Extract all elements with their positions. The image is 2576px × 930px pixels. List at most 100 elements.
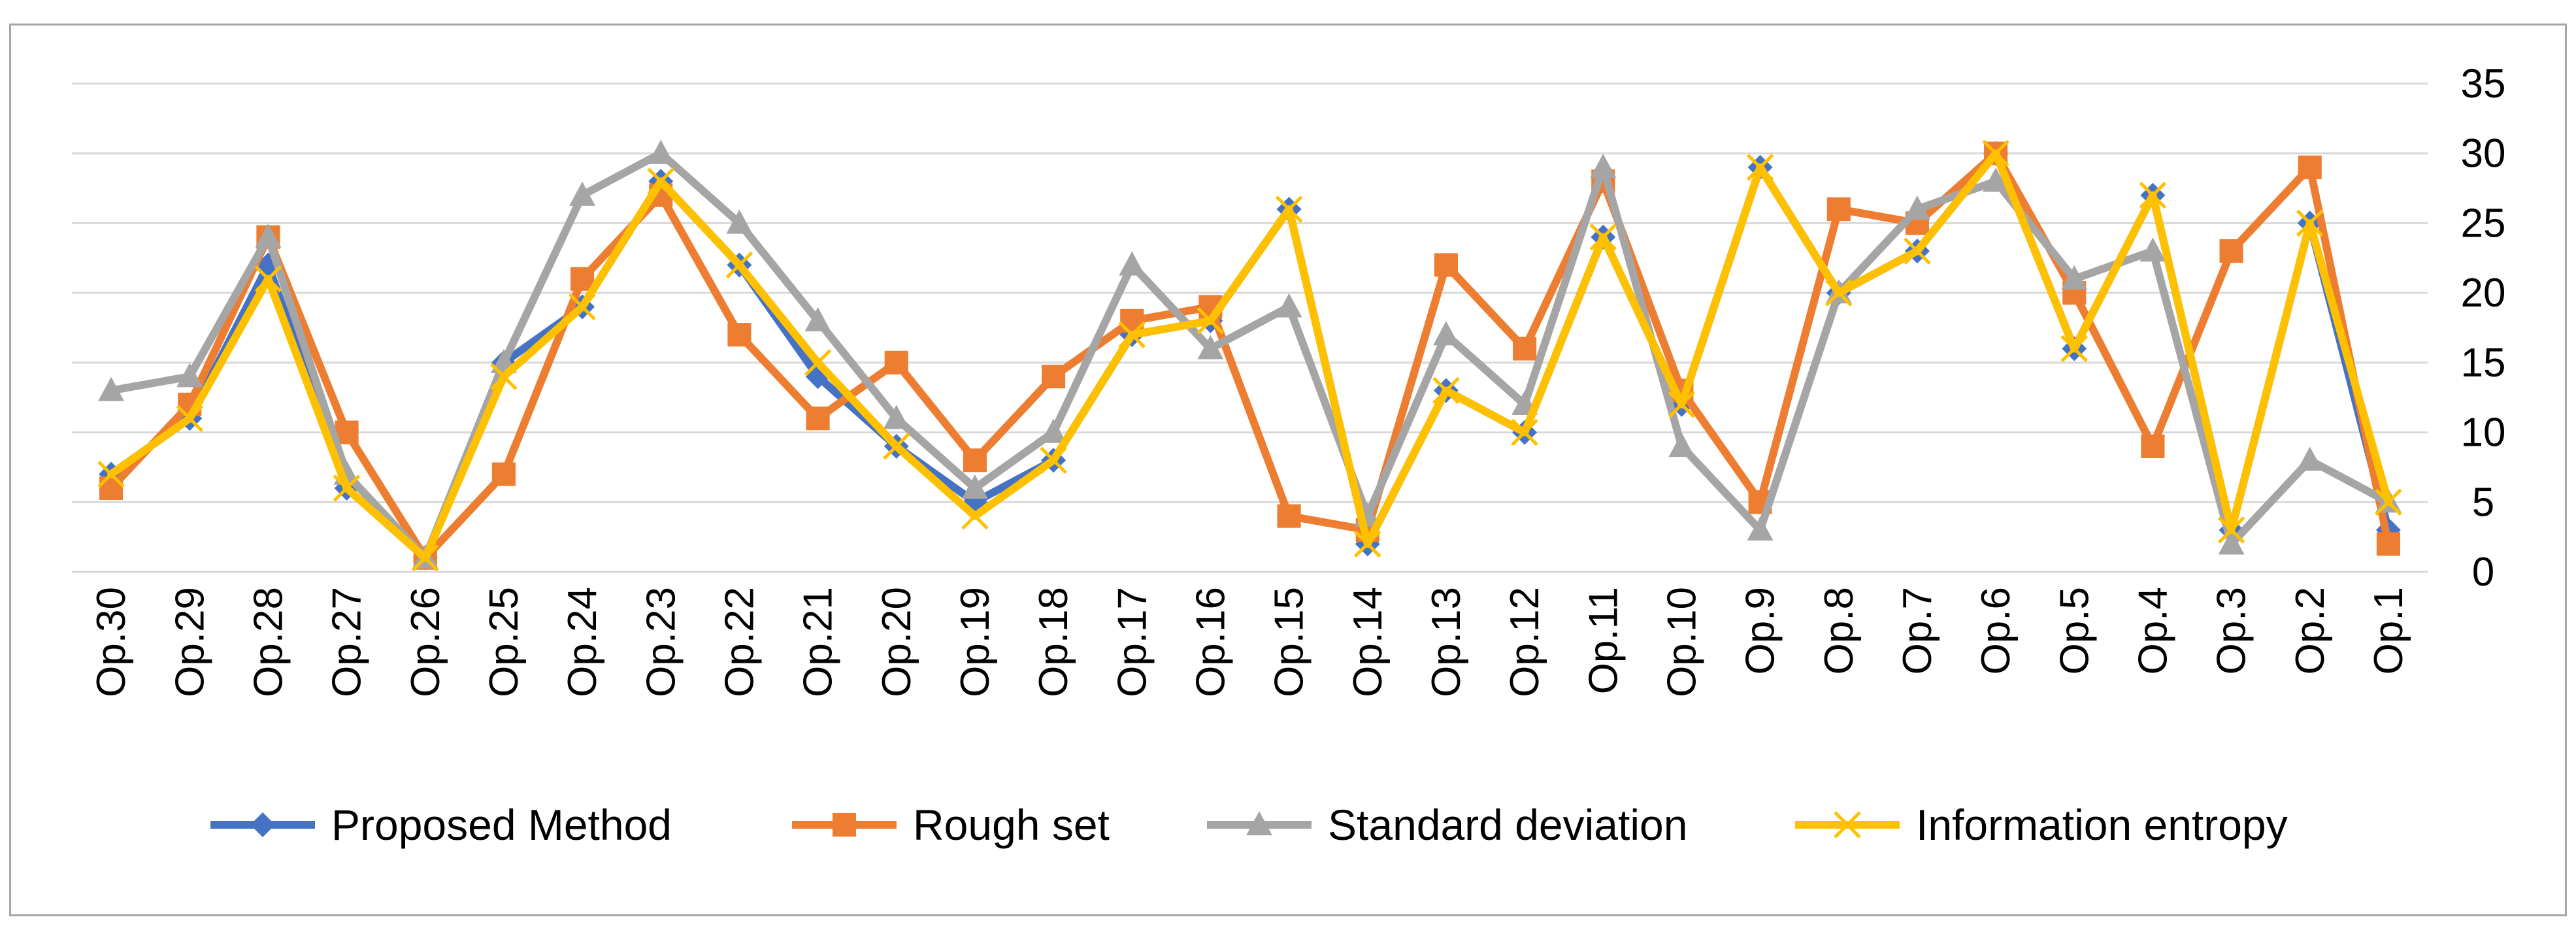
data-point-standard-deviation	[1983, 167, 2009, 192]
data-point-information-entropy	[254, 265, 282, 293]
x-tick-label: Op.11	[1581, 587, 1626, 694]
data-point-information-entropy	[1904, 237, 1931, 265]
data-point-information-entropy	[2060, 335, 2089, 363]
data-point-rough-set	[963, 448, 987, 473]
legend-marker	[1246, 811, 1272, 836]
data-point-standard-deviation	[1904, 195, 1930, 220]
data-point-rough-set	[2141, 434, 2165, 458]
data-point-standard-deviation	[1276, 293, 1302, 318]
legend-item-rough-set: Rough set	[792, 801, 1110, 849]
data-point-information-entropy	[2139, 181, 2167, 209]
series-group	[97, 139, 2402, 572]
data-point-standard-deviation	[176, 363, 203, 388]
x-tick-label: Op.17	[1110, 587, 1155, 697]
data-point-rough-set	[806, 407, 830, 431]
y-tick-label: 0	[2472, 550, 2494, 595]
data-point-information-entropy	[490, 363, 518, 390]
legend-label: Standard deviation	[1328, 801, 1687, 849]
series-information-entropy	[97, 139, 2402, 572]
x-tick-label: Op.22	[717, 587, 762, 697]
data-point-information-entropy	[1982, 139, 2009, 167]
data-point-rough-set	[491, 462, 516, 486]
data-point-rough-set	[1277, 504, 1301, 528]
x-tick-label: Op.7	[1895, 587, 1940, 674]
x-tick-label: Op.18	[1031, 587, 1076, 697]
data-point-standard-deviation	[1747, 516, 1774, 541]
data-point-information-entropy	[1118, 321, 1146, 348]
data-point-information-entropy	[2375, 488, 2402, 516]
chart-frame	[9, 24, 2567, 916]
x-tick-label: Op.2	[2288, 587, 2333, 674]
data-point-rough-set	[1042, 365, 1066, 389]
data-point-standard-deviation	[804, 307, 831, 331]
data-point-information-entropy	[411, 544, 439, 572]
legend-label: Proposed Method	[331, 801, 672, 849]
data-point-information-entropy	[804, 349, 832, 376]
y-tick-label: 30	[2461, 131, 2506, 176]
series-standard-deviation	[98, 139, 2402, 569]
data-point-information-entropy	[176, 405, 204, 432]
data-point-information-entropy	[1040, 446, 1067, 474]
x-tick-label: Op.15	[1267, 587, 1312, 697]
x-tick-label: Op.29	[167, 587, 212, 697]
data-point-information-entropy	[1746, 154, 1774, 181]
data-point-standard-deviation	[1040, 418, 1067, 443]
data-point-rough-set	[2376, 532, 2400, 556]
y-tick-label: 35	[2461, 61, 2506, 107]
data-point-information-entropy	[2296, 209, 2324, 237]
data-point-rough-set	[727, 323, 751, 347]
data-point-information-entropy	[1197, 307, 1225, 335]
data-point-standard-deviation	[255, 223, 282, 248]
data-point-standard-deviation	[98, 376, 125, 401]
data-point-information-entropy	[97, 460, 125, 488]
data-point-standard-deviation	[2218, 530, 2245, 555]
data-point-standard-deviation	[1590, 154, 1617, 178]
data-point-rough-set	[1120, 308, 1144, 333]
x-tick-label: Op.12	[1502, 587, 1547, 697]
data-point-rough-set	[884, 350, 908, 374]
legend-label: Information entropy	[1916, 801, 2288, 849]
data-point-information-entropy	[569, 293, 596, 321]
data-point-rough-set	[2298, 156, 2322, 180]
x-axis-ticks: Op.30 Op.29 Op.28 Op.27 Op.26 Op.25 Op.24 Op.23…	[89, 587, 2411, 697]
x-tick-label: Op.27	[325, 587, 370, 697]
data-point-rough-set	[99, 476, 124, 500]
x-tick-label: Op.19	[953, 587, 998, 697]
y-tick-label: 15	[2461, 340, 2506, 386]
data-point-standard-deviation	[961, 474, 988, 499]
legend-marker	[250, 812, 275, 837]
data-point-standard-deviation	[569, 181, 596, 206]
data-point-information-entropy	[1353, 530, 1381, 558]
data-point-information-entropy	[1275, 195, 1303, 223]
x-tick-label: Op.26	[403, 587, 448, 697]
x-tick-label: Op.1	[2366, 587, 2411, 674]
data-point-information-entropy	[725, 251, 753, 279]
x-tick-label: Op.6	[1973, 587, 2019, 674]
x-tick-label: Op.13	[1424, 587, 1469, 697]
data-point-standard-deviation	[2296, 446, 2323, 471]
legend-marker	[832, 812, 857, 837]
data-point-standard-deviation	[648, 139, 674, 164]
x-tick-label: Op.8	[1817, 587, 1862, 674]
data-point-rough-set	[1434, 253, 1458, 277]
data-point-standard-deviation	[883, 405, 910, 429]
series-line-information-entropy	[107, 149, 2392, 562]
x-tick-label: Op.5	[2052, 587, 2097, 674]
x-tick-label: Op.23	[638, 587, 684, 697]
data-point-information-entropy	[333, 474, 361, 502]
x-tick-label: Op.16	[1188, 587, 1233, 697]
y-axis-ticks: 0 5 10 15 20 25 30 35	[2461, 61, 2506, 595]
data-point-information-entropy	[1511, 418, 1538, 446]
x-tick-label: Op.9	[1738, 587, 1783, 674]
data-point-rough-set	[2219, 239, 2243, 263]
legend: Proposed Method Rough set Standard deviati…	[210, 801, 2288, 849]
data-point-standard-deviation	[2139, 237, 2166, 262]
data-point-standard-deviation	[1432, 321, 1459, 346]
data-point-information-entropy	[961, 502, 989, 530]
data-point-information-entropy	[647, 167, 675, 195]
x-tick-label: Op.4	[2130, 587, 2175, 674]
x-tick-label: Op.30	[89, 587, 134, 697]
legend-label: Rough set	[913, 801, 1110, 849]
x-tick-label: Op.14	[1346, 587, 1391, 697]
